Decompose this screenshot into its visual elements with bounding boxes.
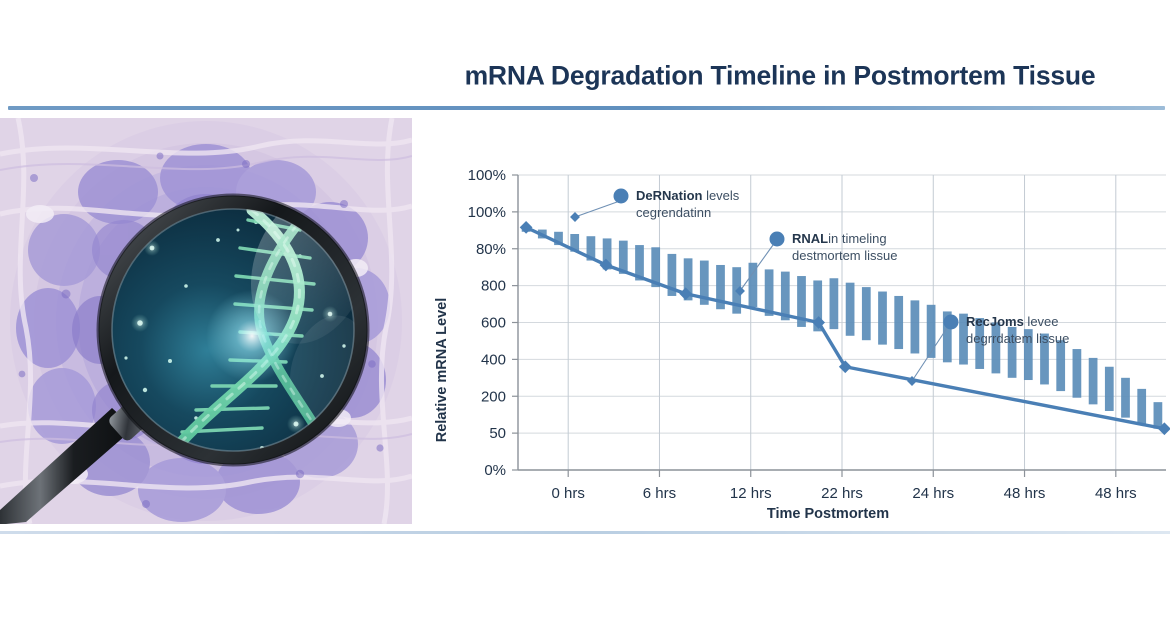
y-tick-label: 600 [481, 315, 506, 332]
chart-bar [716, 264, 725, 310]
annotation-reduction-levels: RecJoms levee degrrdatem lissue [907, 314, 1069, 386]
y-tick-label: 0% [484, 462, 506, 479]
annotation-dot-icon [943, 314, 959, 330]
chart-bar [1072, 349, 1082, 398]
page-title: mRNA Degradation Timeline in Postmortem … [464, 60, 1096, 91]
chart-bar [683, 258, 693, 301]
chart-bar [586, 236, 596, 261]
chart-annotations: DeRNation levels cegrendatinn RNALin timel… [570, 188, 1069, 386]
trend-line-marker [679, 287, 693, 301]
mrna-degradation-chart: 100% 100% 80% 800 600 400 200 50 0% 0 hrs 6 hrs 12… [424, 140, 1170, 530]
chart-axes [512, 174, 1166, 477]
footer-divider-rule [0, 531, 1170, 534]
y-tick-label: 800 [481, 278, 506, 295]
chart-bar [570, 234, 580, 252]
chart-bar [748, 262, 758, 308]
chart-bar [1040, 333, 1049, 385]
chart-bar [618, 240, 628, 274]
chart-bar [845, 282, 855, 336]
chart-bar [1121, 377, 1130, 418]
x-tick-label: 0 hrs [552, 485, 585, 502]
x-tick-label: 6 hrs [643, 485, 676, 502]
y-axis-title: Relative mRNA Level [434, 298, 450, 443]
magnifier-lens [96, 193, 370, 467]
annotation-line-2: degrrdatem lissue [966, 331, 1069, 346]
x-tick-label: 12 hrs [730, 485, 772, 502]
annotation-line-2: destmortem lissue [792, 248, 897, 263]
chart-bar [894, 295, 904, 350]
chart-bar [1056, 340, 1066, 392]
chart-bar [780, 271, 790, 321]
annotation-target-marker [907, 376, 917, 386]
trend-line-marker [812, 316, 826, 329]
chart-bar [699, 260, 709, 305]
y-tick-label: 80% [476, 241, 506, 258]
y-tick-label: 200 [481, 388, 506, 405]
figure-svg [0, 118, 412, 524]
trend-line-marker [519, 220, 533, 234]
annotation-line-1: RNALin timeling [792, 231, 887, 246]
x-tick-label: 48 hrs [1095, 485, 1137, 502]
trend-line-marker [599, 258, 613, 272]
x-tick-label: 22 hrs [821, 485, 863, 502]
chart-bar [1088, 357, 1098, 405]
x-axis-title: Time Postmortem [767, 506, 889, 522]
chart-bar [554, 231, 563, 246]
annotation-line-1: RecJoms levee [966, 314, 1059, 329]
x-tick-label: 48 hrs [1004, 485, 1046, 502]
chart-bar [797, 276, 806, 327]
chart-bar [829, 278, 839, 330]
chart-bar [1137, 388, 1147, 425]
chart-bar [1023, 329, 1033, 381]
annotation-target-marker [735, 286, 745, 296]
chart-bar [602, 238, 612, 270]
y-tick-label: 100% [468, 167, 506, 184]
chart-bar [1007, 326, 1017, 378]
chart-bar [910, 300, 920, 354]
y-tick-label: 400 [481, 351, 506, 368]
chart-bar [1104, 366, 1114, 411]
chart-bar [1153, 402, 1163, 429]
annotation-line-1: DeRNation levels [636, 188, 740, 203]
chart-bar [926, 304, 936, 358]
chart-bars [521, 227, 1163, 429]
chart-bar [878, 291, 887, 345]
chart-bar [764, 269, 774, 316]
annotation-dot-icon [769, 231, 785, 247]
chart-bar [651, 247, 661, 288]
chart-bar [667, 253, 677, 296]
chart-bar [959, 313, 968, 365]
chart-bar [813, 280, 823, 332]
header-divider-rule [8, 106, 1165, 110]
annotation-rna-timeline: RNALin timeling destmortem lissue [735, 231, 897, 296]
annotation-line-2: cegrendatinn [636, 205, 711, 220]
x-tick-label: 24 hrs [912, 485, 954, 502]
annotation-target-marker [570, 212, 580, 222]
y-tick-label: 100% [468, 204, 506, 221]
y-tick-label: 50 [489, 425, 506, 442]
annotation-degradation-levels: DeRNation levels cegrendatinn [570, 188, 740, 222]
chart-gridlines [518, 174, 1166, 471]
annotation-dot-icon [613, 188, 629, 204]
histology-microscope-dna-image [0, 118, 412, 524]
chart-bar [942, 311, 952, 363]
chart-bar [975, 318, 985, 369]
chart-svg: 100% 100% 80% 800 600 400 200 50 0% 0 hrs 6 hrs 12… [434, 167, 1170, 522]
chart-x-tick-labels: 0 hrs 6 hrs 12 hrs 22 hrs 24 hrs 48 hrs 48 hrs [552, 485, 1137, 502]
chart-bar [635, 245, 644, 281]
header: mRNA Degradation Timeline in Postmortem … [0, 0, 1170, 112]
chart-y-tick-labels: 100% 100% 80% 800 600 400 200 50 0% [468, 167, 506, 479]
chart-bar [991, 322, 1001, 374]
chart-bar [861, 287, 871, 341]
